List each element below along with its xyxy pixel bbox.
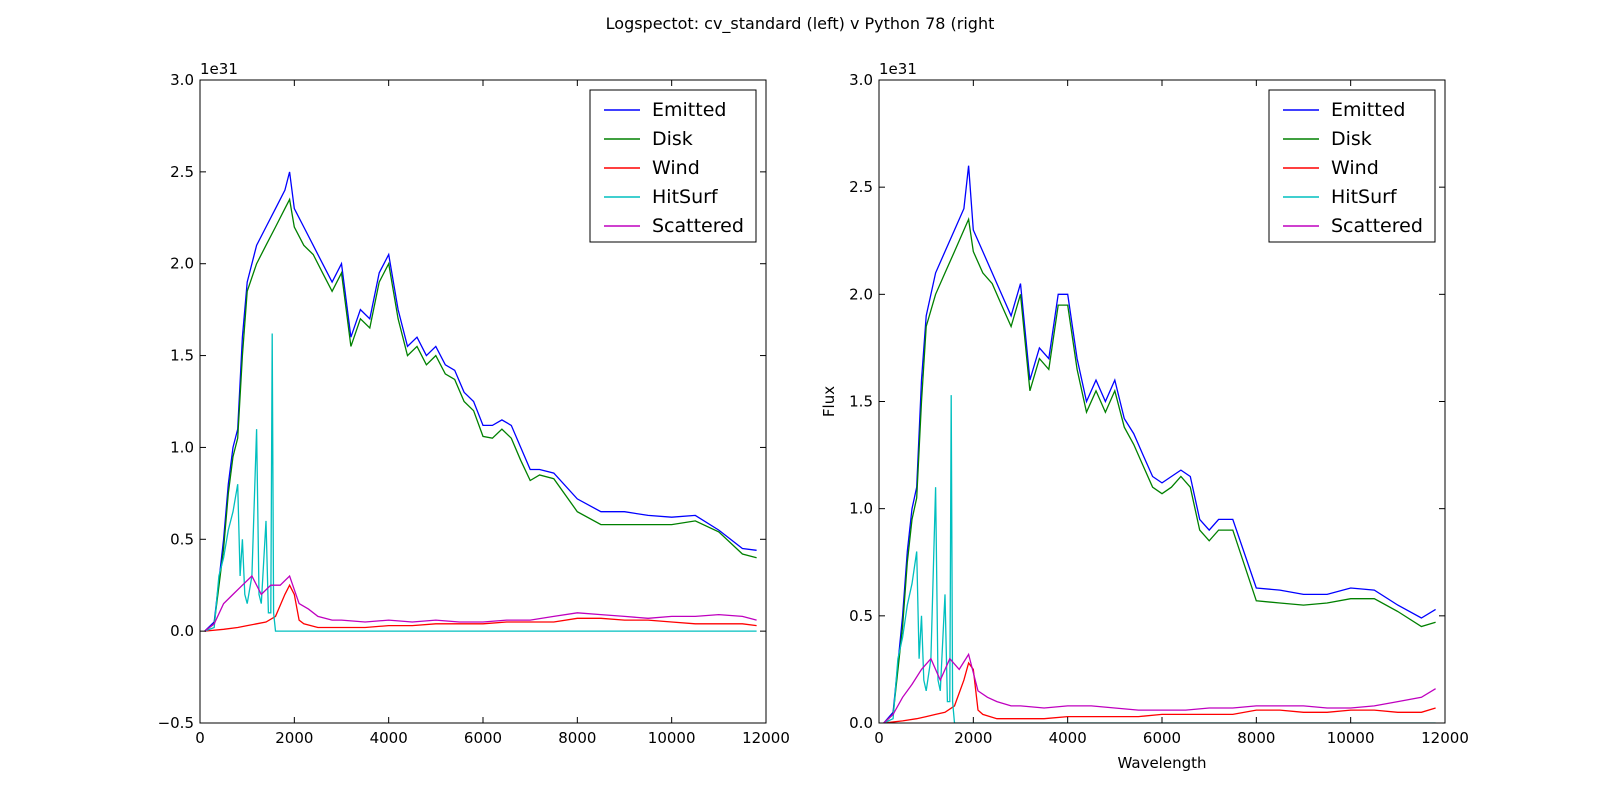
x-tick-label: 2000 — [275, 729, 313, 747]
x-axis-label: Wavelength — [1118, 754, 1207, 772]
y-tick-label: −0.5 — [158, 714, 194, 732]
y-tick-label: 2.5 — [170, 163, 194, 181]
series-line-emitted — [883, 165, 1436, 723]
series-group — [204, 171, 757, 632]
x-tick-label: 12000 — [742, 729, 790, 747]
x-tick-label: 10000 — [1327, 729, 1375, 747]
legend-box — [1268, 89, 1436, 243]
offset-label: 1e31 — [879, 60, 917, 78]
x-tick-label: 4000 — [1049, 729, 1087, 747]
y-tick-label: 0.0 — [170, 622, 194, 640]
right-plot: 0 2000 4000 6000 8000 10000 12000 0.0 0.5 1.0 1.5 2… — [820, 60, 1469, 772]
x-tick-label: 4000 — [370, 729, 408, 747]
series-line-wind — [204, 583, 757, 632]
series-line-disk — [883, 216, 1436, 723]
x-tick-label: 8000 — [558, 729, 596, 747]
legend-label-hitsurf: HitSurf — [652, 186, 719, 208]
x-tick-label: 12000 — [1421, 729, 1469, 747]
x-tick-label: 10000 — [648, 729, 696, 747]
legend: Emitted Disk Wind HitSurf Scattered — [1268, 89, 1436, 243]
y-tick-label: 2.5 — [849, 178, 873, 196]
legend: Emitted Disk Wind HitSurf Scattered — [589, 89, 757, 243]
x-tick-label: 0 — [195, 729, 205, 747]
y-tick-label: 0.5 — [170, 530, 194, 548]
figure-title: Logspectot: cv_standard (left) v Python … — [605, 14, 995, 33]
y-tick-label: 1.0 — [170, 438, 194, 456]
x-tick-label: 2000 — [954, 729, 992, 747]
x-tick-label: 6000 — [464, 729, 502, 747]
y-tick-label: 0.0 — [849, 714, 873, 732]
legend-label-hitsurf: HitSurf — [1331, 186, 1398, 208]
legend-label-scattered: Scattered — [1331, 215, 1423, 237]
y-tick-label: 0.5 — [849, 607, 873, 625]
y-axis-label: Flux — [820, 386, 838, 417]
legend-label-emitted: Emitted — [1331, 99, 1405, 121]
y-tick-label: 3.0 — [170, 71, 194, 89]
legend-box — [589, 89, 757, 243]
legend-label-scattered: Scattered — [652, 215, 744, 237]
y-tick-label: 1.5 — [170, 347, 194, 365]
series-line-emitted — [204, 171, 757, 632]
legend-label-emitted: Emitted — [652, 99, 726, 121]
series-line-disk — [204, 197, 757, 632]
series-line-wind — [883, 661, 1436, 723]
y-tick-label: 1.0 — [849, 500, 873, 518]
series-line-hitsurf — [204, 333, 757, 632]
y-tick-label: 1.5 — [849, 393, 873, 411]
x-tick-label: 8000 — [1237, 729, 1275, 747]
y-tick-label: 2.0 — [170, 255, 194, 273]
series-line-hitsurf — [883, 395, 1436, 723]
series-group — [883, 165, 1436, 723]
legend-label-disk: Disk — [652, 128, 693, 150]
y-tick-label: 2.0 — [849, 285, 873, 303]
y-tick-label: 3.0 — [849, 71, 873, 89]
x-tick-label: 6000 — [1143, 729, 1181, 747]
left-plot: 0 2000 4000 6000 8000 10000 12000 −0.5 0.0 0.5 1.0… — [158, 60, 790, 747]
legend-label-wind: Wind — [652, 157, 700, 179]
legend-label-wind: Wind — [1331, 157, 1379, 179]
series-line-scattered — [883, 652, 1436, 723]
series-line-scattered — [204, 574, 757, 632]
legend-label-disk: Disk — [1331, 128, 1372, 150]
offset-label: 1e31 — [200, 60, 238, 78]
x-tick-label: 0 — [874, 729, 884, 747]
